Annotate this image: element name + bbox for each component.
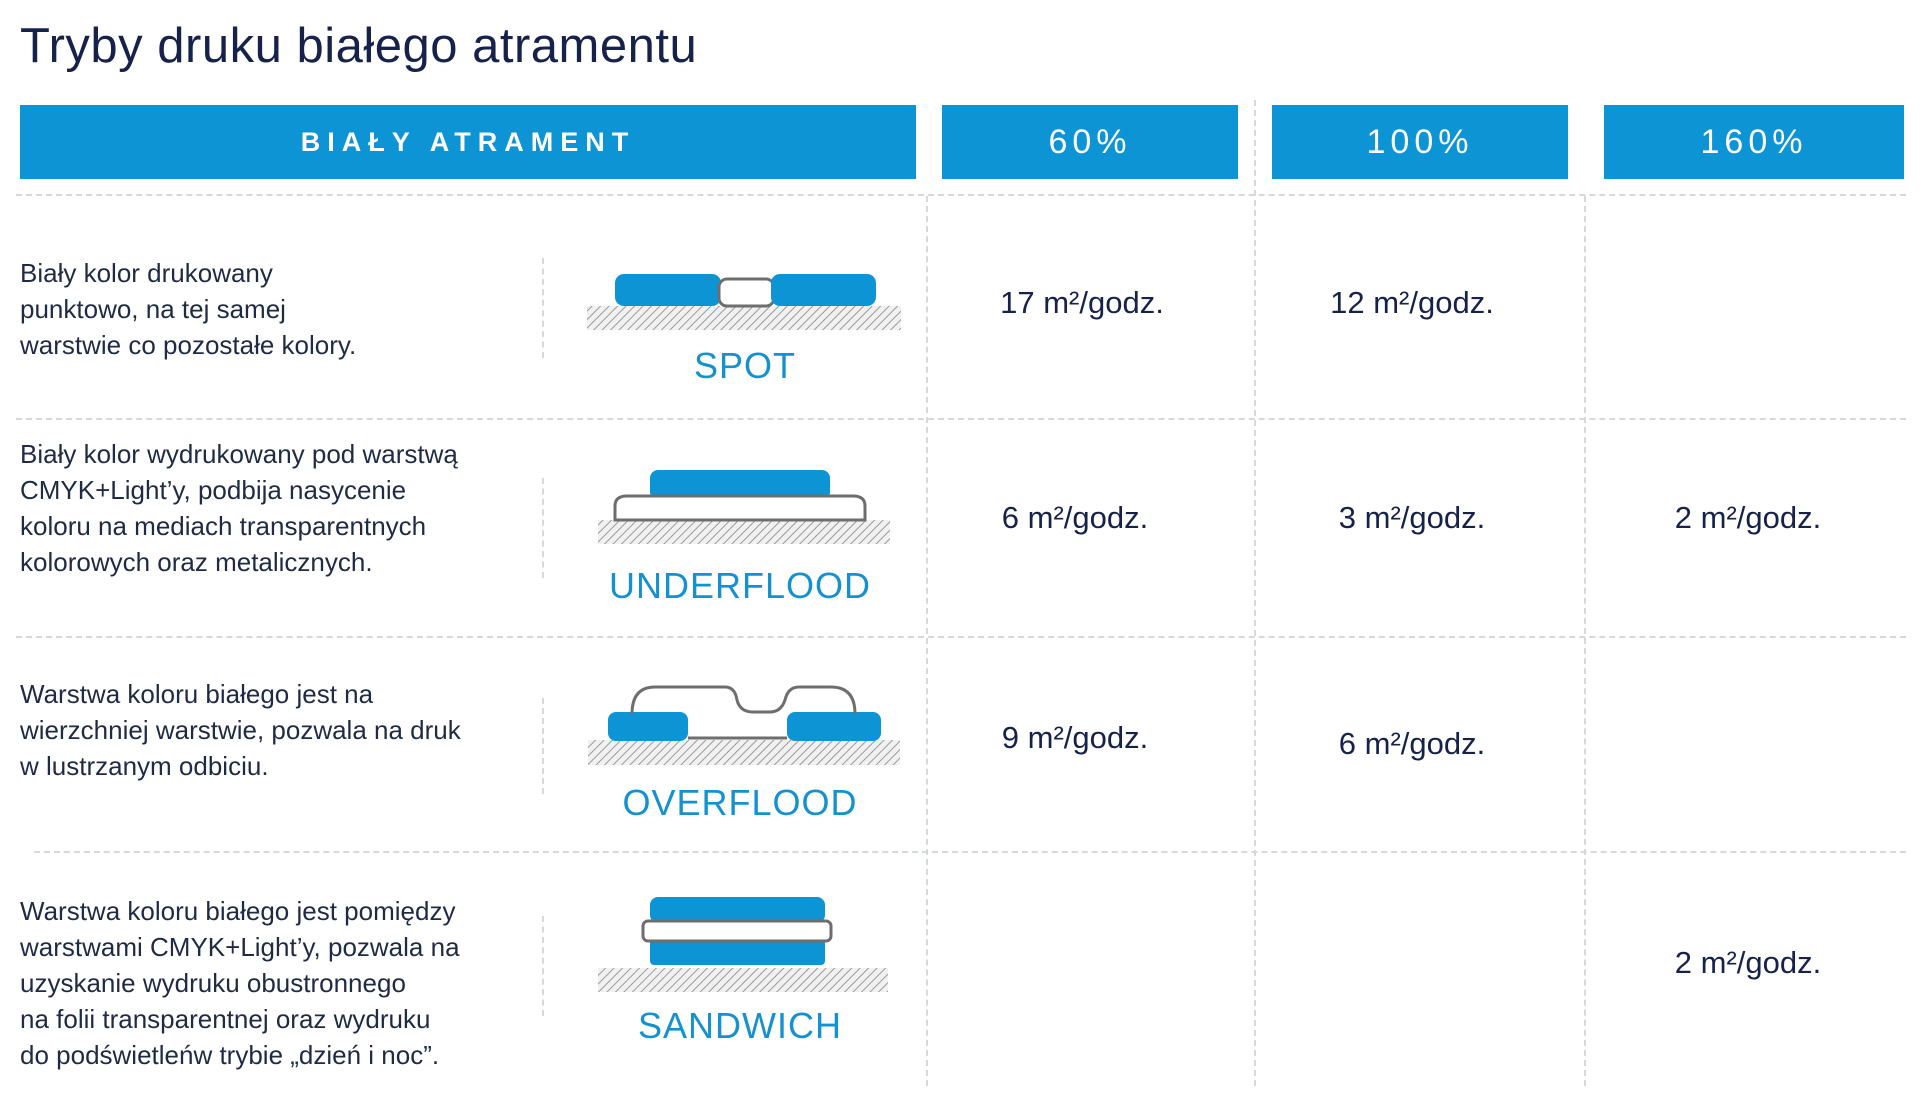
header-60: 60% [942, 105, 1238, 179]
divider [16, 194, 1906, 196]
overflood-diagram [588, 685, 900, 765]
header-100: 100% [1272, 105, 1568, 179]
description-line: kolorowych oraz metalicznych. [20, 547, 373, 577]
divider [16, 636, 1906, 638]
description-line: punktowo, na tej samej [20, 294, 286, 324]
header-white-ink-label: BIAŁY ATRAMENT [300, 126, 636, 157]
description-divider [542, 258, 544, 358]
description-divider [542, 916, 544, 1016]
mode-label-underflood: UNDERFLOOD [608, 565, 872, 606]
header-160: 160% [1604, 105, 1904, 179]
column-divider [1584, 196, 1586, 1086]
row-sandwich-description: Warstwa koloru białego jest pomiędzy war… [20, 893, 460, 1073]
divider [34, 851, 1906, 853]
description-line: CMYK+Light’y, podbija nasycenie [20, 475, 407, 505]
mode-label-sandwich: SANDWICH [638, 1005, 842, 1046]
column-divider [1254, 100, 1256, 1086]
description-line: uzyskanie wydruku obustronnego [20, 968, 406, 998]
header-160-label: 160% [1700, 122, 1808, 161]
divider [16, 418, 1906, 420]
description-line: warstwami CMYK+Light’y, pozwala na [20, 932, 460, 962]
header-white-ink: BIAŁY ATRAMENT [20, 105, 916, 179]
description-line: warstwie co pozostałe kolory. [20, 330, 357, 360]
description-line: do podświetleńw trybie „dzień i noc”. [20, 1040, 440, 1070]
row-spot-description: Biały kolor drukowany punktowo, na tej s… [20, 255, 356, 363]
speed-underflood-100: 3 m²/godz. [1338, 500, 1486, 535]
description-line: w lustrzanym odbiciu. [20, 751, 269, 781]
description-line: Warstwa koloru białego jest pomiędzy [20, 896, 456, 926]
header-60-label: 60% [1048, 122, 1132, 161]
speed-overflood-60: 9 m²/godz. [1001, 720, 1149, 755]
row-overflood-description: Warstwa koloru białego jest na wierzchni… [20, 676, 461, 784]
description-line: Biały kolor wydrukowany pod warstwą [20, 439, 458, 469]
page-title: Tryby druku białego atramentu [20, 19, 698, 73]
description-line: koloru na mediach transparentnych [20, 511, 427, 541]
underflood-diagram [598, 470, 890, 544]
speed-underflood-160: 2 m²/godz. [1674, 500, 1822, 535]
description-line: Biały kolor drukowany [20, 258, 273, 288]
speed-overflood-100: 6 m²/godz. [1338, 726, 1486, 761]
speed-spot-60: 17 m²/godz. [1000, 285, 1164, 320]
description-divider [542, 478, 544, 578]
spot-diagram [587, 274, 901, 330]
column-divider [926, 196, 928, 1086]
speed-underflood-60: 6 m²/godz. [1001, 500, 1149, 535]
mode-label-spot: SPOT [693, 345, 796, 386]
header-100-label: 100% [1366, 122, 1474, 161]
speed-sandwich-160: 2 m²/godz. [1674, 945, 1822, 980]
description-line: na folii transparentnej oraz wydruku [20, 1004, 431, 1034]
row-underflood-description: Biały kolor wydrukowany pod warstwą CMYK… [20, 436, 458, 580]
description-divider [542, 698, 544, 794]
description-line: wierzchniej warstwie, pozwala na druk [20, 715, 461, 745]
sandwich-diagram [598, 897, 888, 992]
description-line: Warstwa koloru białego jest na [20, 679, 374, 709]
mode-label-overflood: OVERFLOOD [622, 782, 858, 823]
speed-spot-100: 12 m²/godz. [1330, 285, 1494, 320]
